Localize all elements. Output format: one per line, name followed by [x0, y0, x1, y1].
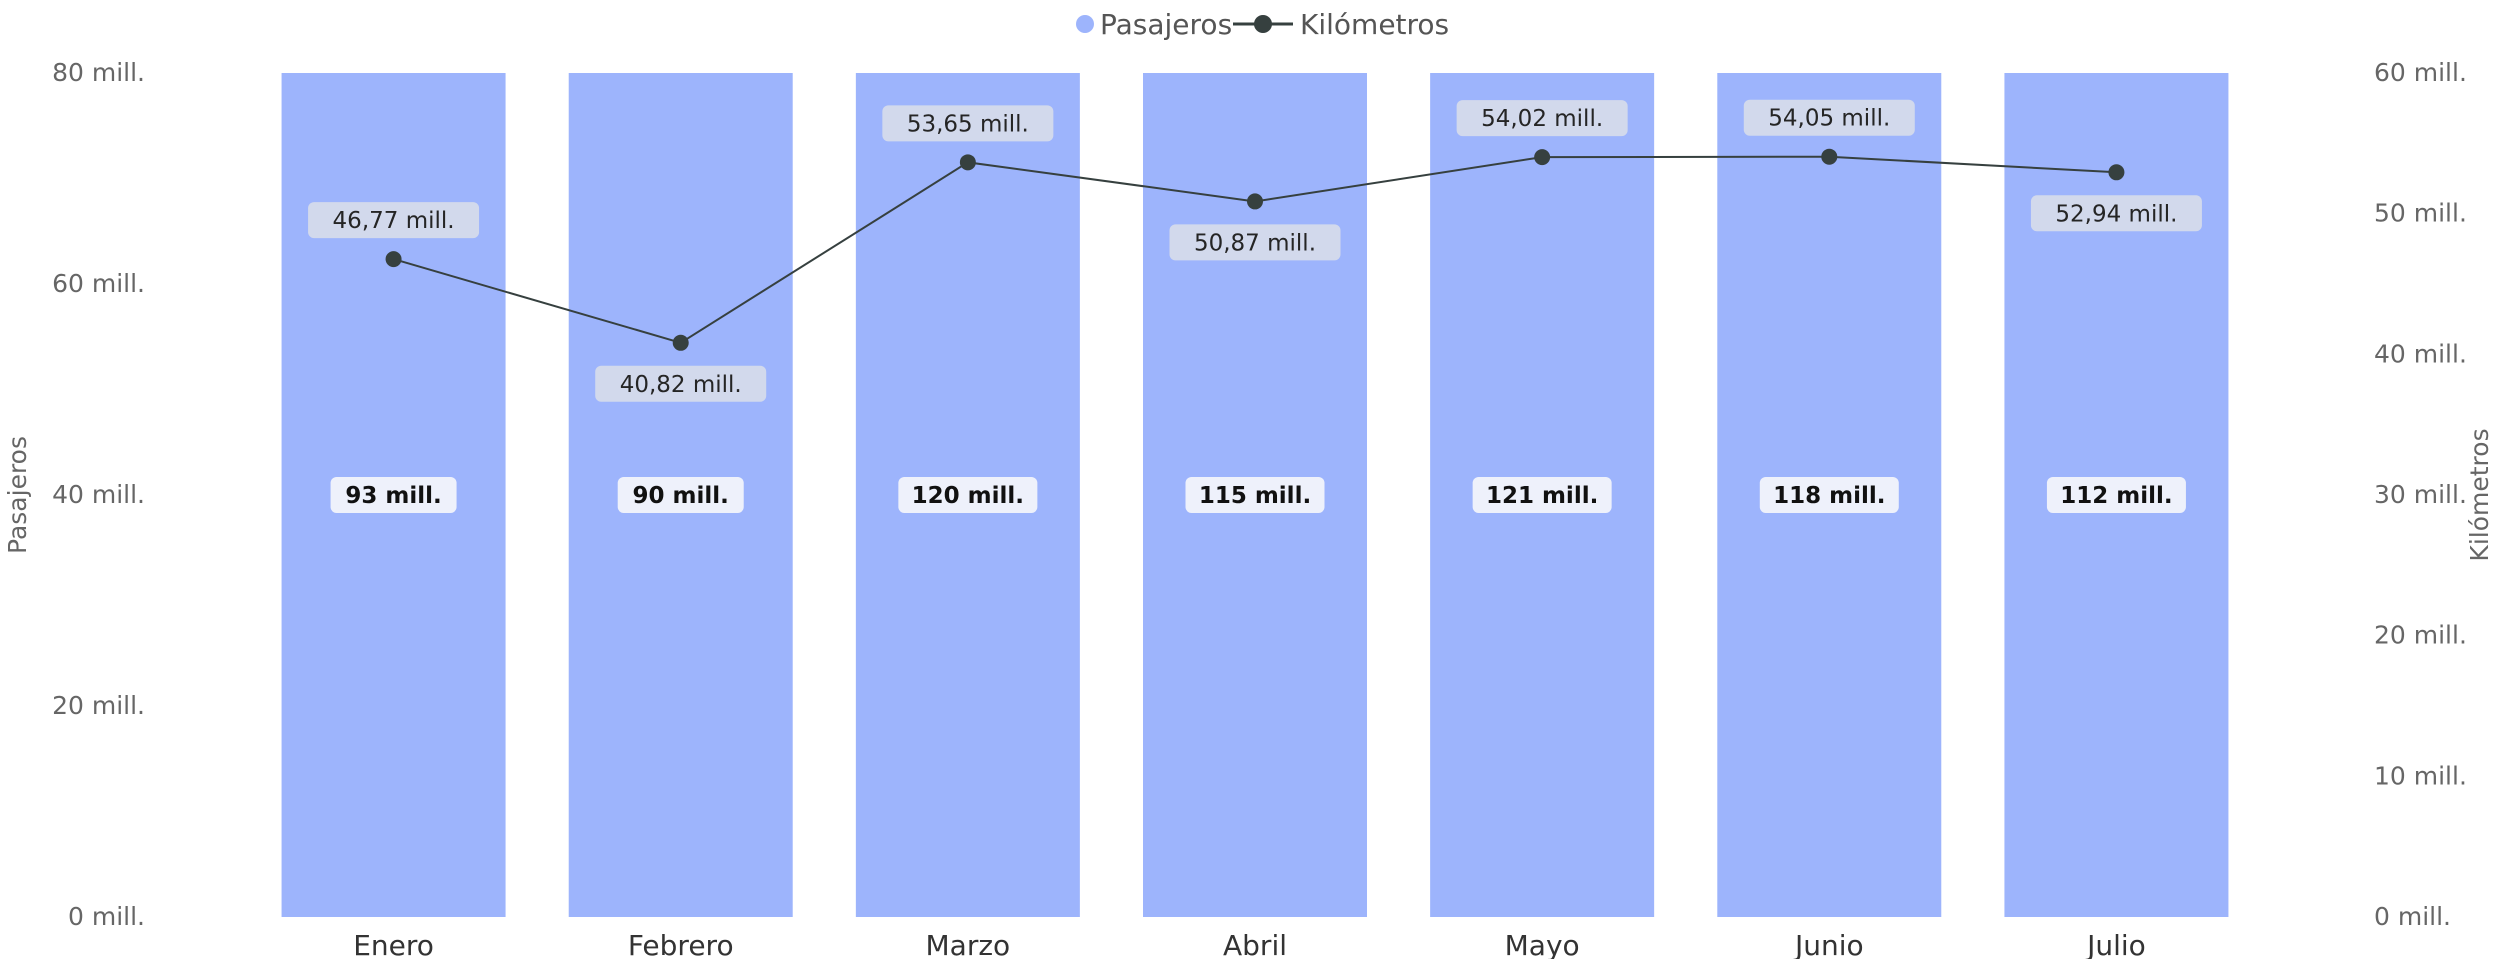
left-axis-tick-label: 40 mill.	[52, 480, 145, 509]
bar-data-label: 120 mill.	[912, 483, 1024, 509]
right-axis-tick-label: 20 mill.	[2374, 621, 2467, 650]
left-axis-title: Pasajeros	[3, 436, 32, 554]
bar-data-label-bg	[1759, 477, 1899, 513]
chart-legend[interactable]: Pasajeros Kilómetros	[1076, 8, 1449, 41]
line-point-febrero[interactable]	[672, 334, 689, 351]
legend-marker-kilometros	[1254, 15, 1272, 33]
line-data-label: 50,87 mill.	[1194, 230, 1316, 256]
bar-data-label-bg	[1472, 477, 1612, 513]
line-data-label-bg	[1743, 99, 1915, 136]
line-data-label: 46,77 mill.	[333, 208, 455, 234]
right-axis-tick-label: 40 mill.	[2374, 339, 2467, 368]
bar-data-label-bg	[898, 477, 1038, 513]
x-axis-category-label: Junio	[1793, 929, 1864, 959]
left-axis-tick-label: 20 mill.	[52, 691, 145, 720]
line-point-junio[interactable]	[1821, 148, 1838, 165]
line-data-label: 40,82 mill.	[620, 372, 742, 398]
line-point-julio[interactable]	[2108, 164, 2125, 181]
line-point-enero[interactable]	[385, 251, 402, 268]
x-axis-category-label: Enero	[353, 929, 434, 959]
line-data-label-bg	[308, 202, 480, 239]
line-point-mayo[interactable]	[1534, 149, 1551, 166]
right-axis-title: Kilómetros	[2465, 428, 2494, 561]
line-data-label-bg	[882, 105, 1054, 142]
bar-data-label: 112 mill.	[2060, 483, 2172, 509]
x-axis-category-label: Abril	[1223, 929, 1287, 959]
legend-marker-pasajeros	[1076, 15, 1094, 33]
line-data-label-bg	[1456, 100, 1628, 137]
bar-data-label-bg	[1185, 477, 1325, 513]
line-data-label: 52,94 mill.	[2055, 201, 2177, 227]
bar-data-labels: 93 mill. 90 mill. 120 mill. 115 mill. 121 mi…	[330, 477, 2186, 513]
line-data-label-bg	[595, 365, 767, 402]
left-axis-tick-label: 60 mill.	[52, 269, 145, 298]
x-axis-category-label: Marzo	[926, 929, 1011, 959]
bar-data-label: 115 mill.	[1199, 483, 1311, 509]
x-axis-category-label: Mayo	[1505, 929, 1580, 959]
legend-label-kilometros[interactable]: Kilómetros	[1300, 8, 1449, 41]
x-axis-categories: Enero Febrero Marzo Abril Mayo Junio Julio	[353, 929, 2146, 959]
bar-data-label: 118 mill.	[1773, 483, 1885, 509]
legend-label-pasajeros[interactable]: Pasajeros	[1100, 8, 1232, 41]
right-y-axis: 0 mill. 10 mill. 20 mill. 30 mill. 40 mill. 5…	[2374, 58, 2467, 931]
line-point-abril[interactable]	[1247, 193, 1263, 210]
line-data-label: 53,65 mill.	[907, 111, 1029, 137]
line-data-label-bg	[2030, 195, 2202, 232]
line-data-label: 54,02 mill.	[1481, 106, 1603, 132]
line-data-label-bg	[1169, 224, 1341, 261]
right-axis-tick-label: 0 mill.	[2374, 902, 2451, 931]
bar-data-label: 121 mill.	[1486, 483, 1598, 509]
line-data-labels: 46,77 mill. 40,82 mill. 53,65 mill. 50,87 m…	[308, 99, 2202, 402]
left-y-axis: 0 mill. 20 mill. 40 mill. 60 mill. 80 mill.	[52, 58, 145, 931]
bar-data-label-bg	[2046, 477, 2186, 513]
x-axis-category-label: Julio	[2085, 929, 2146, 959]
left-axis-tick-label: 0 mill.	[68, 902, 145, 931]
right-axis-tick-label: 50 mill.	[2374, 199, 2467, 228]
right-axis-tick-label: 30 mill.	[2374, 480, 2467, 509]
x-axis-category-label: Febrero	[628, 929, 734, 959]
bar-data-label-bg	[330, 477, 457, 513]
bar-data-label: 90 mill.	[633, 483, 729, 509]
line-series-kilometros	[385, 148, 2125, 351]
line-data-label: 54,05 mill.	[1768, 106, 1890, 132]
right-axis-tick-label: 10 mill.	[2374, 761, 2467, 790]
line-point-marzo[interactable]	[959, 154, 976, 171]
bar-data-label-bg	[617, 477, 744, 513]
right-axis-tick-label: 60 mill.	[2374, 58, 2467, 87]
left-axis-tick-label: 80 mill.	[52, 58, 145, 87]
bar-data-label: 93 mill.	[345, 483, 441, 509]
